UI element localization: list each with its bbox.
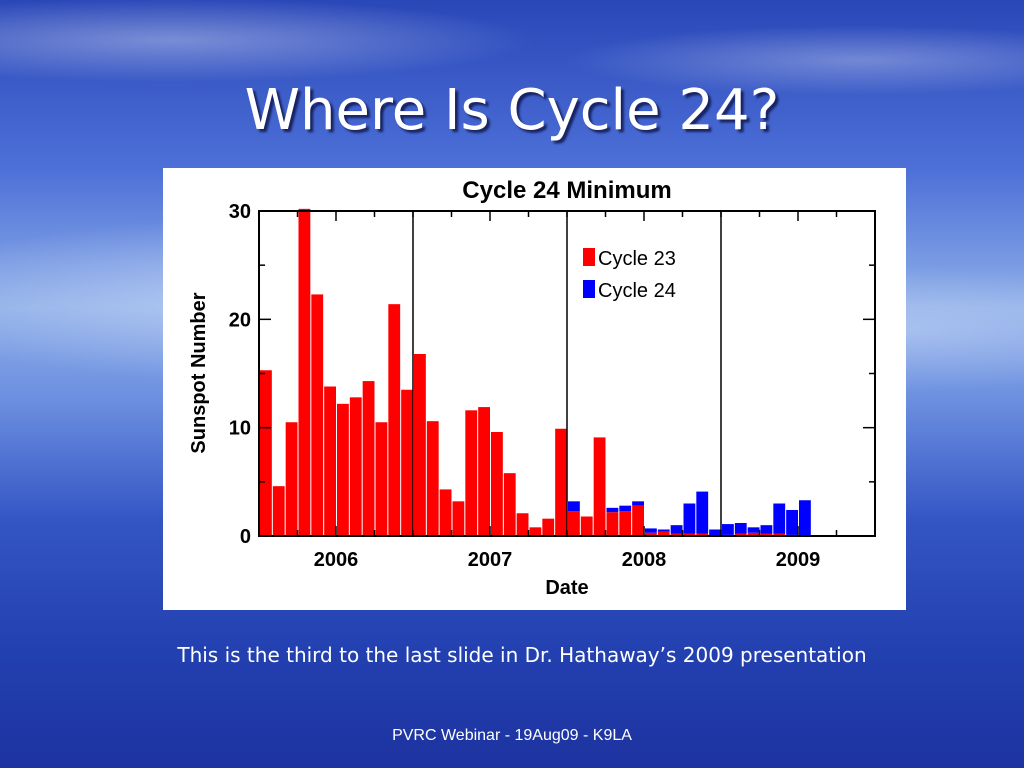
bar-cycle-24-2008-10	[760, 525, 773, 534]
bar-cycle-23-2008-10	[760, 533, 773, 536]
bar-cycle-24-2007-07	[568, 501, 580, 512]
bar-cycle-24-2008-01	[645, 528, 657, 533]
bar-cycle-23-2007-02	[503, 473, 516, 536]
legend-label-cycle-23: Cycle 23	[598, 248, 676, 270]
bar-cycle-24-2008-05	[696, 491, 709, 534]
bar-cycle-23-2008-11	[773, 533, 786, 536]
legend-swatch-cycle-23	[583, 248, 595, 266]
bar-cycle-23-2006-06	[401, 389, 413, 536]
y-tick-label: 0	[240, 526, 251, 548]
y-tick-label: 10	[229, 418, 251, 440]
bar-cycle-23-2006-05	[388, 304, 401, 536]
bar-cycle-24-2007-11	[619, 505, 632, 512]
y-tick-label: 30	[229, 201, 251, 223]
bar-cycle-24-2009-01	[799, 500, 811, 536]
chart-panel: Cycle 24 Minimum 0 10 20 30 2006 2007 2008 200…	[163, 168, 906, 610]
chart-title: Cycle 24 Minimum	[462, 177, 671, 204]
bar-cycle-23-2008-02	[657, 531, 670, 536]
x-axis-label: Date	[545, 577, 588, 599]
bar-cycle-24-2008-06	[709, 529, 721, 536]
bar-cycle-23-2008-01	[645, 532, 657, 536]
slide-caption: This is the third to the last slide in D…	[177, 643, 867, 667]
bar-cycle-23-2008-08	[734, 533, 747, 536]
legend-label-cycle-24: Cycle 24	[598, 280, 676, 302]
x-tick-label: 2006	[314, 549, 359, 571]
bar-cycle-23-2008-03	[670, 533, 683, 536]
bar-cycle-23-2007-01	[491, 432, 503, 536]
bar-cycle-23-2006-02	[349, 397, 362, 536]
bar-cycle-24-2008-08	[734, 523, 747, 534]
bar-cycle-23-2006-11	[465, 410, 478, 536]
x-tick-labels: 2006 2007 2008 2009	[314, 549, 821, 571]
bar-cycle-23-2008-04	[683, 533, 696, 536]
bar-cycle-23-2006-01	[337, 403, 349, 536]
x-tick-label: 2009	[776, 549, 821, 571]
bar-cycle-23-2006-04	[375, 422, 388, 536]
bar-cycle-23-2005-12	[324, 386, 336, 536]
y-tick-label: 20	[229, 309, 251, 331]
bar-cycle-23-2006-10	[452, 501, 465, 536]
bar-cycle-23-2007-03	[516, 513, 529, 536]
x-tick-label: 2008	[622, 549, 667, 571]
y-tick-labels: 0 10 20 30	[229, 201, 251, 548]
bar-cycle-24-2008-09	[747, 527, 760, 533]
bar-cycle-24-2008-03	[670, 525, 683, 534]
bar-cycle-23-2006-03	[362, 381, 375, 536]
year-dividers	[412, 211, 722, 536]
bar-cycle-24-2007-12	[632, 501, 644, 506]
bar-cycle-23-2007-11	[619, 511, 632, 536]
bar-cycle-24-2008-04	[683, 503, 696, 534]
bar-cycle-23-2007-04	[529, 527, 542, 536]
bar-cycle-23-2008-05	[696, 533, 709, 536]
bar-cycle-23-2007-09	[593, 437, 606, 536]
bar-cycle-23-2005-09	[285, 422, 298, 536]
bar-cycle-23-2006-12	[478, 407, 490, 536]
bar-cycle-23-2006-08	[426, 421, 439, 536]
legend-swatch-cycle-24	[583, 280, 595, 298]
bar-cycle-24-2007-10	[606, 507, 619, 513]
bar-cycle-23-2007-08	[580, 516, 593, 536]
bar-cycle-24-2008-11	[773, 503, 786, 534]
bars-layer	[260, 208, 811, 536]
x-tick-label: 2007	[468, 549, 513, 571]
plot-frame	[258, 210, 876, 537]
chart-legend: Cycle 23 Cycle 24	[583, 248, 676, 302]
bar-cycle-23-2008-09	[747, 532, 760, 536]
bar-cycle-23-2007-06	[555, 428, 567, 536]
bar-cycle-23-2007-10	[606, 512, 619, 536]
bar-cycle-23-2007-07	[568, 511, 580, 536]
y-axis-label: Sunspot Number	[188, 292, 210, 453]
bar-cycle-23-2007-05	[542, 518, 555, 536]
bar-cycle-24-2008-12	[786, 510, 798, 535]
bar-cycle-23-2007-12	[632, 505, 644, 536]
slide-footer: PVRC Webinar - 19Aug09 - K9LA	[392, 727, 632, 744]
slide-title: Where Is Cycle 24?	[244, 78, 780, 143]
bar-cycle-23-2006-09	[439, 489, 452, 536]
bar-cycle-23-2005-11	[311, 294, 324, 536]
bar-cycle-23-2005-08	[272, 486, 285, 536]
bar-cycle-23-2005-10	[298, 208, 311, 536]
bar-cycle-24-2008-07	[722, 524, 734, 535]
bar-cycle-24-2008-02	[657, 529, 670, 532]
bar-cycle-23-2006-07	[414, 354, 426, 536]
bar-cycle-23-2005-07	[260, 370, 272, 536]
